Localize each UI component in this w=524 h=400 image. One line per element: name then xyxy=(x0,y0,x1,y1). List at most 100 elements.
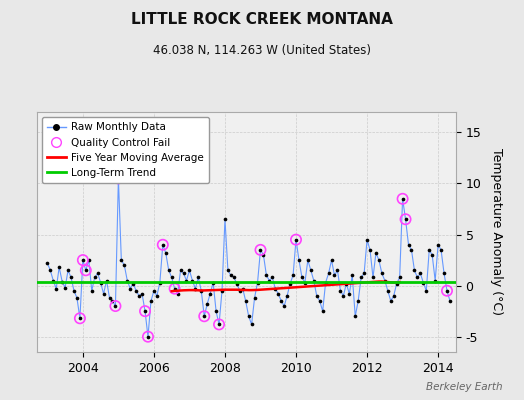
Point xyxy=(274,290,282,297)
Point xyxy=(380,277,389,284)
Point xyxy=(203,301,211,307)
Point xyxy=(96,279,105,286)
Point xyxy=(405,242,413,248)
Point xyxy=(330,272,339,279)
Point xyxy=(76,315,84,322)
Point xyxy=(76,315,84,322)
Point xyxy=(114,175,123,182)
Point xyxy=(336,288,345,294)
Point xyxy=(218,288,226,294)
Point xyxy=(271,286,279,292)
Point xyxy=(168,274,176,281)
Point xyxy=(91,274,99,281)
Point xyxy=(321,279,330,286)
Point xyxy=(179,270,188,276)
Point xyxy=(422,288,431,294)
Point xyxy=(150,288,158,294)
Point xyxy=(280,303,288,309)
Point xyxy=(141,308,149,314)
Point xyxy=(443,288,451,294)
Point xyxy=(200,313,209,320)
Point xyxy=(129,280,137,287)
Point xyxy=(384,288,392,294)
Point xyxy=(120,262,128,268)
Point xyxy=(215,321,223,328)
Point xyxy=(295,257,303,263)
Point xyxy=(88,288,96,294)
Point xyxy=(277,298,286,304)
Point xyxy=(250,295,259,301)
Point xyxy=(132,288,140,294)
Text: 46.038 N, 114.263 W (United States): 46.038 N, 114.263 W (United States) xyxy=(153,44,371,57)
Point xyxy=(283,293,291,299)
Point xyxy=(64,267,72,274)
Point xyxy=(114,175,123,182)
Point xyxy=(413,274,422,281)
Point xyxy=(410,267,419,274)
Point xyxy=(253,279,261,286)
Point xyxy=(227,272,235,279)
Point xyxy=(165,267,173,274)
Point xyxy=(215,321,223,328)
Point xyxy=(387,298,395,304)
Point xyxy=(49,277,58,284)
Point xyxy=(360,270,368,276)
Point xyxy=(247,321,256,328)
Point xyxy=(161,250,170,256)
Point xyxy=(398,196,407,202)
Point xyxy=(324,270,333,276)
Point xyxy=(93,270,102,276)
Point xyxy=(177,267,185,274)
Point xyxy=(55,264,63,270)
Point xyxy=(147,298,155,304)
Point xyxy=(428,252,436,258)
Point xyxy=(378,270,386,276)
Point xyxy=(197,288,205,294)
Point xyxy=(446,298,454,304)
Point xyxy=(342,280,351,287)
Point xyxy=(319,308,327,314)
Point xyxy=(242,298,250,304)
Point xyxy=(307,267,315,274)
Point xyxy=(303,257,312,263)
Point xyxy=(434,242,442,248)
Point xyxy=(312,293,321,299)
Point xyxy=(345,290,354,297)
Point xyxy=(61,284,69,291)
Point xyxy=(46,267,54,274)
Point xyxy=(191,286,200,292)
Point xyxy=(73,295,81,301)
Point xyxy=(401,216,410,222)
Point xyxy=(256,247,265,253)
Point xyxy=(185,267,194,274)
Point xyxy=(194,274,202,281)
Point xyxy=(392,280,401,287)
Point xyxy=(82,267,90,274)
Point xyxy=(105,295,114,301)
Point xyxy=(398,196,407,202)
Point xyxy=(292,236,300,243)
Point xyxy=(111,303,119,309)
Point xyxy=(292,236,300,243)
Point xyxy=(389,293,398,299)
Point xyxy=(236,288,244,294)
Point xyxy=(117,257,126,263)
Point xyxy=(102,277,111,284)
Point xyxy=(354,298,363,304)
Point xyxy=(431,277,439,284)
Point xyxy=(170,286,179,292)
Point xyxy=(268,274,277,281)
Point xyxy=(84,257,93,263)
Point xyxy=(182,277,191,284)
Point xyxy=(159,242,167,248)
Point xyxy=(141,308,149,314)
Point xyxy=(135,293,143,299)
Point xyxy=(67,274,75,281)
Point xyxy=(396,274,404,281)
Point xyxy=(206,290,214,297)
Point xyxy=(224,267,232,274)
Text: Berkeley Earth: Berkeley Earth xyxy=(427,382,503,392)
Point xyxy=(245,313,253,320)
Point xyxy=(79,257,87,263)
Text: LITTLE ROCK CREEK MONTANA: LITTLE ROCK CREEK MONTANA xyxy=(131,12,393,27)
